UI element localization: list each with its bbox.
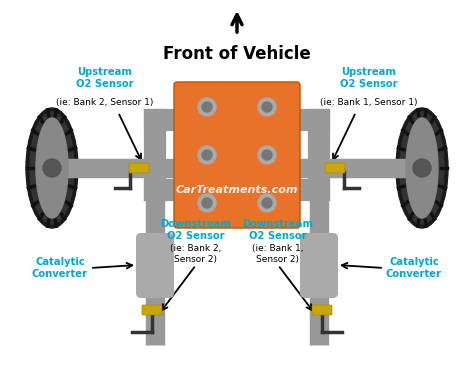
Circle shape: [262, 102, 272, 112]
Text: Upstream
O2 Sensor: Upstream O2 Sensor: [340, 67, 398, 89]
Ellipse shape: [30, 112, 74, 224]
Text: Upstream
O2 Sensor: Upstream O2 Sensor: [76, 67, 134, 89]
Text: (ie: Bank 1, Sensor 1): (ie: Bank 1, Sensor 1): [320, 97, 418, 107]
Ellipse shape: [43, 159, 61, 177]
Circle shape: [202, 150, 212, 160]
Circle shape: [262, 198, 272, 208]
Ellipse shape: [26, 108, 78, 228]
Circle shape: [262, 150, 272, 160]
FancyBboxPatch shape: [142, 305, 162, 315]
FancyBboxPatch shape: [174, 82, 300, 228]
Text: Front of Vehicle: Front of Vehicle: [163, 45, 311, 63]
Circle shape: [202, 102, 212, 112]
FancyBboxPatch shape: [325, 163, 345, 173]
Circle shape: [258, 146, 276, 164]
Text: Catalytic
Converter: Catalytic Converter: [32, 257, 88, 279]
Ellipse shape: [413, 159, 431, 177]
Text: Downstream
O2 Sensor: Downstream O2 Sensor: [161, 219, 231, 241]
Circle shape: [258, 98, 276, 116]
FancyBboxPatch shape: [129, 163, 149, 173]
Circle shape: [202, 198, 212, 208]
Ellipse shape: [36, 118, 68, 218]
Ellipse shape: [400, 112, 444, 224]
Circle shape: [258, 194, 276, 212]
Circle shape: [198, 98, 216, 116]
Circle shape: [198, 194, 216, 212]
Ellipse shape: [396, 108, 448, 228]
Text: Catalytic
Converter: Catalytic Converter: [386, 257, 442, 279]
Circle shape: [198, 146, 216, 164]
Text: (ie: Bank 2, Sensor 1): (ie: Bank 2, Sensor 1): [56, 97, 154, 107]
Text: Downstream
O2 Sensor: Downstream O2 Sensor: [243, 219, 313, 241]
FancyBboxPatch shape: [136, 233, 174, 298]
FancyBboxPatch shape: [312, 305, 332, 315]
Text: (ie: Bank 2,
Sensor 2): (ie: Bank 2, Sensor 2): [170, 244, 222, 264]
Ellipse shape: [406, 118, 438, 218]
Text: (ie: Bank 1,
Sensor 2): (ie: Bank 1, Sensor 2): [252, 244, 304, 264]
Text: CarTreatments.com: CarTreatments.com: [176, 185, 298, 195]
FancyBboxPatch shape: [300, 233, 338, 298]
